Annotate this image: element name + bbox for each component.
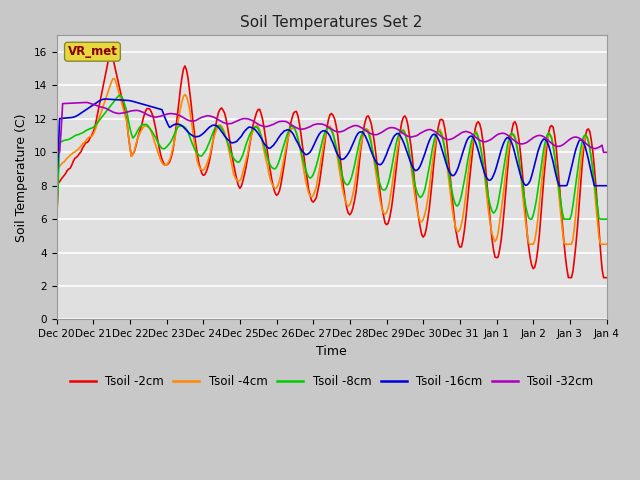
Tsoil -2cm [398, 119, 406, 125]
Tsoil -32cm [386, 125, 394, 131]
Tsoil -4cm [539, 172, 547, 178]
Tsoil -16cm [398, 136, 406, 142]
Line: Tsoil -2cm: Tsoil -2cm [56, 54, 607, 277]
Tsoil -2cm [603, 275, 611, 280]
Tsoil -2cm [52, 226, 60, 232]
Tsoil -8cm [68, 135, 76, 141]
Tsoil -4cm [157, 156, 164, 162]
Tsoil -4cm [68, 151, 76, 157]
Tsoil -32cm [68, 100, 76, 106]
Tsoil -2cm [68, 162, 76, 168]
Tsoil -2cm [564, 275, 572, 280]
X-axis label: Time: Time [316, 345, 347, 358]
Tsoil -16cm [68, 115, 76, 120]
Tsoil -32cm [537, 132, 545, 138]
Tsoil -4cm [603, 241, 611, 247]
Tsoil -8cm [398, 128, 406, 133]
Tsoil -16cm [537, 140, 545, 146]
Tsoil -32cm [157, 113, 164, 119]
Tsoil -2cm [157, 151, 164, 156]
Tsoil -8cm [603, 216, 611, 222]
Tsoil -16cm [52, 183, 60, 189]
Tsoil -8cm [537, 166, 545, 172]
Tsoil -32cm [398, 130, 406, 135]
Tsoil -16cm [603, 183, 611, 189]
Tsoil -32cm [83, 99, 91, 105]
Tsoil -4cm [367, 139, 375, 144]
Tsoil -8cm [115, 93, 123, 98]
Line: Tsoil -8cm: Tsoil -8cm [56, 96, 607, 219]
Tsoil -32cm [52, 149, 60, 155]
Tsoil -8cm [386, 175, 394, 180]
Tsoil -32cm [603, 149, 611, 155]
Line: Tsoil -4cm: Tsoil -4cm [56, 79, 607, 244]
Tsoil -2cm [537, 213, 545, 218]
Tsoil -4cm [386, 198, 394, 204]
Tsoil -8cm [367, 142, 375, 147]
Tsoil -16cm [157, 107, 164, 112]
Tsoil -4cm [526, 241, 534, 247]
Line: Tsoil -16cm: Tsoil -16cm [56, 99, 607, 186]
Line: Tsoil -32cm: Tsoil -32cm [56, 102, 607, 152]
Tsoil -16cm [386, 143, 394, 149]
Legend: Tsoil -2cm, Tsoil -4cm, Tsoil -8cm, Tsoil -16cm, Tsoil -32cm: Tsoil -2cm, Tsoil -4cm, Tsoil -8cm, Tsoi… [65, 371, 598, 393]
Tsoil -8cm [52, 216, 60, 222]
Tsoil -16cm [367, 149, 375, 155]
Tsoil -2cm [367, 121, 375, 127]
Tsoil -32cm [367, 131, 375, 137]
Tsoil -4cm [52, 216, 60, 222]
Y-axis label: Soil Temperature (C): Soil Temperature (C) [15, 113, 28, 241]
Tsoil -8cm [157, 144, 164, 149]
Tsoil -2cm [108, 51, 115, 57]
Tsoil -2cm [386, 215, 394, 221]
Tsoil -16cm [102, 96, 109, 102]
Tsoil -4cm [109, 76, 117, 82]
Title: Soil Temperatures Set 2: Soil Temperatures Set 2 [241, 15, 423, 30]
Text: VR_met: VR_met [68, 45, 117, 58]
Tsoil -4cm [398, 129, 406, 135]
